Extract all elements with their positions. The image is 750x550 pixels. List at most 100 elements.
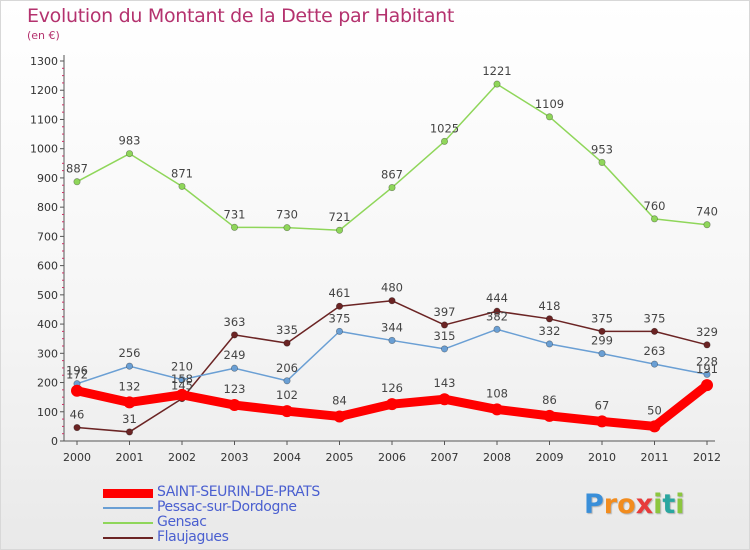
data-point	[283, 377, 291, 385]
data-label: 143	[434, 376, 456, 390]
data-point	[281, 405, 293, 418]
data-label: 375	[329, 311, 351, 325]
data-point	[335, 226, 344, 234]
data-point	[440, 137, 449, 145]
data-label: 480	[381, 281, 403, 295]
data-point	[491, 403, 503, 416]
data-label: 375	[644, 311, 666, 325]
data-label: 740	[696, 205, 718, 219]
y-tick-label: 900	[37, 172, 58, 185]
y-tick-label: 100	[37, 406, 58, 419]
data-label: 86	[542, 393, 557, 407]
data-label: 299	[591, 334, 613, 348]
data-point	[230, 364, 239, 372]
logo-letter: o	[617, 489, 636, 520]
data-label: 67	[595, 398, 610, 412]
chart-title: Evolution du Montant de la Dette par Hab…	[27, 5, 455, 27]
data-point	[283, 224, 291, 232]
legend-swatch	[103, 507, 153, 509]
y-tick-label: 1200	[30, 84, 58, 97]
data-label: 721	[329, 210, 351, 224]
data-label: 731	[224, 207, 246, 221]
x-tick-label: 2011	[641, 451, 669, 464]
data-label: 760	[644, 199, 666, 213]
data-point	[440, 345, 449, 353]
data-label: 249	[224, 348, 246, 362]
y-tick-label: 800	[37, 201, 58, 214]
y-tick-label: 700	[37, 230, 58, 243]
data-point	[230, 331, 239, 339]
data-label: 123	[224, 382, 246, 396]
data-point	[543, 409, 556, 422]
logo-letter: r	[603, 489, 618, 520]
legend-swatch	[103, 488, 153, 498]
data-point	[493, 80, 501, 88]
x-tick-label: 2000	[63, 451, 91, 464]
x-tick-label: 2002	[168, 451, 196, 464]
data-point	[230, 223, 239, 231]
data-point	[125, 428, 134, 436]
data-point	[493, 325, 501, 333]
data-point	[438, 393, 451, 406]
data-point	[388, 184, 396, 192]
data-label: 867	[381, 168, 403, 182]
y-tick-label: 400	[37, 318, 58, 331]
x-tick-label: 2001	[116, 451, 144, 464]
data-label: 206	[276, 361, 298, 375]
data-point	[178, 376, 186, 384]
data-label: 418	[539, 299, 561, 313]
data-point	[73, 178, 81, 186]
data-point	[596, 415, 608, 428]
legend-swatch	[103, 537, 153, 539]
logo-letter: i	[653, 489, 663, 520]
data-label: 102	[276, 388, 298, 402]
logo-letter: P	[584, 489, 604, 520]
data-label: 145	[171, 379, 193, 393]
data-point	[73, 424, 81, 432]
x-tick-label: 2007	[431, 451, 459, 464]
x-tick-label: 2003	[221, 451, 249, 464]
data-label: 375	[591, 311, 613, 325]
data-label: 953	[591, 142, 613, 156]
data-label: 172	[66, 368, 88, 382]
data-label: 335	[276, 323, 298, 337]
data-point	[178, 182, 186, 190]
data-label: 158	[171, 372, 193, 386]
data-point	[703, 341, 711, 349]
data-label: 108	[486, 386, 508, 400]
data-point	[703, 221, 711, 229]
data-label: 228	[696, 354, 718, 368]
data-point	[335, 327, 344, 335]
data-label: 332	[539, 324, 561, 338]
data-point	[650, 215, 659, 223]
data-label: 50	[647, 403, 662, 417]
x-tick-label: 2006	[378, 451, 406, 464]
data-point	[545, 315, 554, 323]
data-point	[648, 420, 661, 433]
data-label: 126	[381, 381, 403, 395]
data-point	[650, 327, 659, 335]
data-label: 196	[66, 364, 88, 378]
x-tick-label: 2009	[536, 451, 564, 464]
data-point	[545, 113, 554, 121]
legend-label: Pessac-sur-Dordogne	[157, 499, 297, 515]
data-point	[283, 339, 291, 347]
data-label: 31	[122, 412, 137, 426]
data-label: 397	[434, 305, 456, 319]
data-label: 983	[119, 134, 141, 148]
series-line-2	[76, 83, 708, 231]
data-label: 344	[381, 320, 403, 334]
y-tick-label: 200	[37, 377, 58, 390]
data-point	[388, 297, 396, 305]
data-point	[71, 384, 83, 397]
data-point	[493, 307, 501, 315]
data-point	[701, 379, 713, 392]
data-point	[545, 340, 554, 348]
data-point	[335, 302, 344, 310]
data-point	[650, 360, 659, 368]
legend-swatch	[103, 522, 153, 524]
y-tick-label: 1000	[30, 143, 58, 156]
data-point	[333, 410, 346, 423]
legend-label: Gensac	[157, 514, 207, 530]
data-label: 210	[171, 360, 193, 374]
